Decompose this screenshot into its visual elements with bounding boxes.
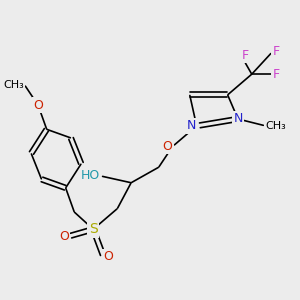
Text: F: F bbox=[241, 49, 248, 62]
Text: CH₃: CH₃ bbox=[266, 121, 286, 131]
Text: O: O bbox=[33, 99, 43, 112]
Text: O: O bbox=[59, 230, 69, 243]
Text: F: F bbox=[272, 68, 280, 81]
Text: O: O bbox=[103, 250, 113, 263]
Text: CH₃: CH₃ bbox=[4, 80, 24, 89]
Text: N: N bbox=[187, 119, 196, 132]
Text: S: S bbox=[89, 222, 98, 236]
Text: HO: HO bbox=[81, 169, 100, 182]
Text: F: F bbox=[272, 45, 280, 58]
Text: O: O bbox=[163, 140, 172, 153]
Text: N: N bbox=[233, 112, 243, 125]
